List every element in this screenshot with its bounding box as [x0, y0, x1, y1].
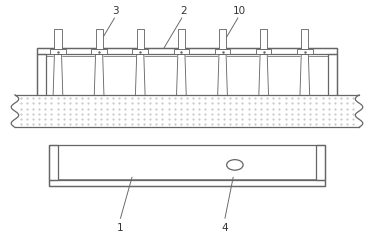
- Bar: [37, 48, 337, 54]
- Bar: [316, 145, 325, 180]
- Bar: [37, 48, 337, 96]
- Bar: [37, 54, 46, 96]
- Bar: [49, 180, 325, 186]
- Polygon shape: [259, 54, 269, 96]
- Polygon shape: [53, 54, 63, 96]
- Bar: [49, 145, 58, 180]
- Bar: [256, 49, 272, 54]
- Bar: [215, 49, 230, 54]
- Text: 1: 1: [116, 223, 123, 233]
- Bar: [178, 29, 185, 49]
- Polygon shape: [218, 54, 227, 96]
- Bar: [15, 95, 359, 127]
- Bar: [49, 145, 325, 186]
- Bar: [328, 54, 337, 96]
- Polygon shape: [177, 54, 186, 96]
- Bar: [260, 29, 267, 49]
- Polygon shape: [300, 54, 310, 96]
- Bar: [50, 49, 66, 54]
- Bar: [328, 54, 337, 96]
- Polygon shape: [135, 54, 145, 96]
- Bar: [297, 49, 313, 54]
- Bar: [219, 29, 226, 49]
- Bar: [37, 48, 337, 54]
- Bar: [301, 29, 308, 49]
- Bar: [137, 29, 144, 49]
- Circle shape: [227, 160, 243, 170]
- Bar: [174, 49, 189, 54]
- Bar: [55, 29, 61, 49]
- Text: 2: 2: [180, 6, 187, 16]
- Bar: [49, 145, 58, 180]
- Bar: [316, 145, 325, 180]
- Polygon shape: [94, 54, 104, 96]
- Bar: [37, 54, 46, 96]
- Bar: [49, 180, 325, 186]
- Bar: [91, 49, 107, 54]
- Text: 4: 4: [221, 223, 228, 233]
- Bar: [96, 29, 102, 49]
- Text: 3: 3: [113, 6, 119, 16]
- Text: 10: 10: [233, 6, 246, 16]
- Bar: [132, 49, 148, 54]
